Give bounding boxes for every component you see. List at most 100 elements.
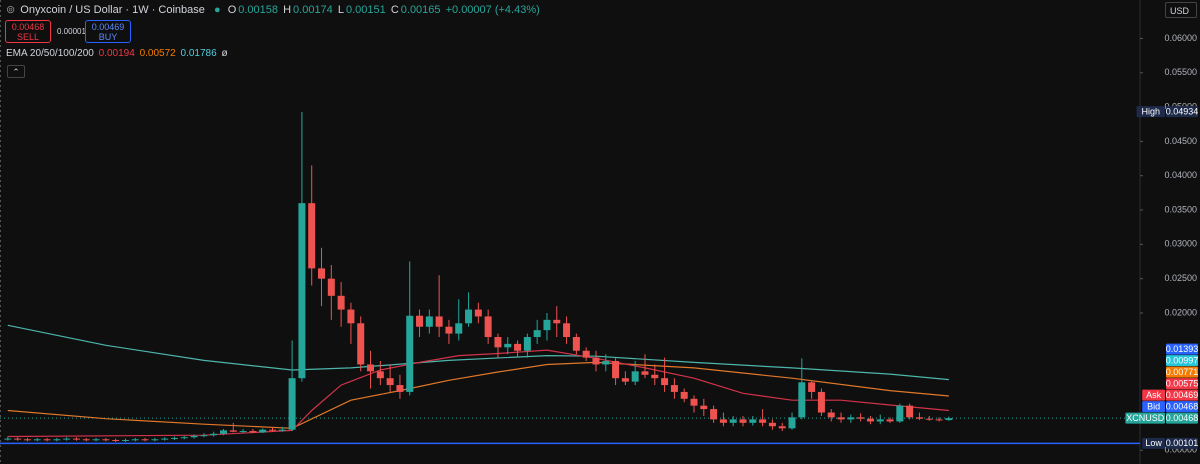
candle-body bbox=[710, 409, 718, 420]
price-label-box bbox=[1166, 366, 1198, 378]
ema-label[interactable]: EMA 20/50/100/200 bbox=[6, 48, 94, 59]
ema-legend: EMA 20/50/100/200 0.00194 0.00572 0.0178… bbox=[6, 48, 230, 59]
candle-body bbox=[4, 438, 12, 440]
spread: 0.00001 bbox=[57, 27, 86, 36]
candle-body bbox=[327, 278, 335, 296]
price-tag-box bbox=[1142, 389, 1165, 401]
candle-body bbox=[719, 419, 727, 423]
candle-body bbox=[504, 343, 512, 348]
candle-body bbox=[700, 405, 708, 410]
candle-body bbox=[915, 417, 923, 419]
candle-body bbox=[278, 429, 286, 431]
ohlc-tag: C bbox=[390, 4, 399, 16]
candle-body bbox=[543, 319, 551, 331]
candle-body bbox=[406, 315, 414, 392]
ema-line bbox=[7, 361, 949, 429]
price-label: 0.00771 bbox=[1166, 367, 1199, 377]
candle-body bbox=[386, 378, 394, 386]
price-label-box bbox=[1166, 378, 1198, 390]
candle-body bbox=[229, 430, 237, 432]
candle-body bbox=[592, 357, 600, 365]
candle-body bbox=[631, 371, 639, 382]
y-tick-label: 0.03500 bbox=[1164, 204, 1197, 214]
candle-body bbox=[690, 398, 698, 406]
candle-body bbox=[308, 203, 316, 269]
ema-value: 0.00194 bbox=[98, 48, 135, 59]
candle-body bbox=[43, 439, 51, 441]
candle-body bbox=[200, 435, 208, 437]
candle-body bbox=[602, 361, 610, 365]
candle-body bbox=[759, 419, 767, 423]
ema-line bbox=[7, 324, 949, 381]
candle-body bbox=[661, 378, 669, 386]
ema-value: 0.00572 bbox=[139, 48, 176, 59]
candle-body bbox=[367, 364, 375, 372]
price-tag: Low bbox=[1145, 438, 1162, 448]
candle-body bbox=[112, 439, 120, 441]
price-tag-box bbox=[1142, 437, 1165, 449]
candle-body bbox=[612, 361, 620, 379]
candle-body bbox=[425, 316, 433, 327]
symbol[interactable]: Onyxcoin / US Dollar · 1W · Coinbase bbox=[20, 4, 205, 16]
currency-select[interactable]: USD bbox=[1165, 2, 1197, 18]
buy-button[interactable]: 0.00469 BUY bbox=[85, 20, 131, 43]
y-tick-label: 0.06000 bbox=[1164, 33, 1197, 43]
candle-body bbox=[288, 378, 296, 430]
candle-body bbox=[827, 412, 835, 418]
candle-body bbox=[33, 439, 41, 441]
candle-body bbox=[210, 433, 218, 436]
candle-body bbox=[621, 378, 629, 382]
candle-body bbox=[857, 417, 865, 419]
candle-body bbox=[219, 430, 227, 434]
candle-body bbox=[416, 315, 424, 327]
candle-body bbox=[72, 438, 80, 440]
candle-body bbox=[357, 323, 365, 365]
candle-body bbox=[465, 309, 473, 324]
price-label-box bbox=[1166, 412, 1198, 424]
candle-body bbox=[249, 431, 257, 433]
buy-label: BUY bbox=[98, 32, 118, 42]
price-tag-box bbox=[1125, 412, 1165, 424]
ema-value: 0.01786 bbox=[180, 48, 217, 59]
candle-body bbox=[435, 316, 443, 327]
candle-body bbox=[749, 419, 757, 423]
price-label: 0.04934 bbox=[1166, 106, 1199, 116]
collapse-button[interactable]: ⌃ bbox=[7, 65, 25, 78]
price-label: 0.00469 bbox=[1166, 390, 1199, 400]
ohlc-value: 0.00174 bbox=[293, 4, 333, 16]
price-tag: XCNUSD bbox=[1126, 413, 1165, 423]
candle-body bbox=[92, 439, 100, 441]
candle-body bbox=[102, 439, 110, 441]
candle-body bbox=[494, 337, 502, 348]
ohlc-tag: O bbox=[227, 4, 237, 16]
candle-body bbox=[63, 438, 71, 440]
candle-body bbox=[935, 419, 943, 421]
candle-body bbox=[906, 405, 914, 418]
ohlc-value: 0.00158 bbox=[238, 4, 279, 16]
candle-body bbox=[269, 429, 277, 431]
sell-label: SELL bbox=[16, 32, 40, 42]
price-tag-box bbox=[1142, 401, 1165, 413]
sell-button[interactable]: 0.00468 SELL bbox=[5, 20, 51, 43]
candle-body bbox=[945, 418, 953, 421]
y-tick-label: 0.02000 bbox=[1164, 307, 1197, 317]
price-label: 0.00997 bbox=[1166, 356, 1199, 366]
candle-body bbox=[896, 405, 904, 422]
y-tick-label: 0.05500 bbox=[1164, 67, 1197, 77]
candle-body bbox=[876, 419, 884, 422]
candle-body bbox=[808, 382, 816, 392]
candle-body bbox=[533, 330, 541, 338]
price-label-box bbox=[1166, 389, 1198, 401]
candle-body bbox=[259, 429, 267, 433]
candle-body bbox=[798, 382, 806, 418]
candle-body bbox=[131, 439, 139, 441]
sell-price: 0.00468 bbox=[11, 22, 45, 32]
candle-body bbox=[886, 419, 894, 422]
candle-body bbox=[778, 426, 786, 429]
candle-body bbox=[23, 439, 31, 441]
candle-body bbox=[847, 417, 855, 420]
y-tick-label: 0.02500 bbox=[1164, 273, 1197, 283]
candle-body bbox=[151, 439, 159, 441]
candle-body bbox=[788, 417, 796, 429]
